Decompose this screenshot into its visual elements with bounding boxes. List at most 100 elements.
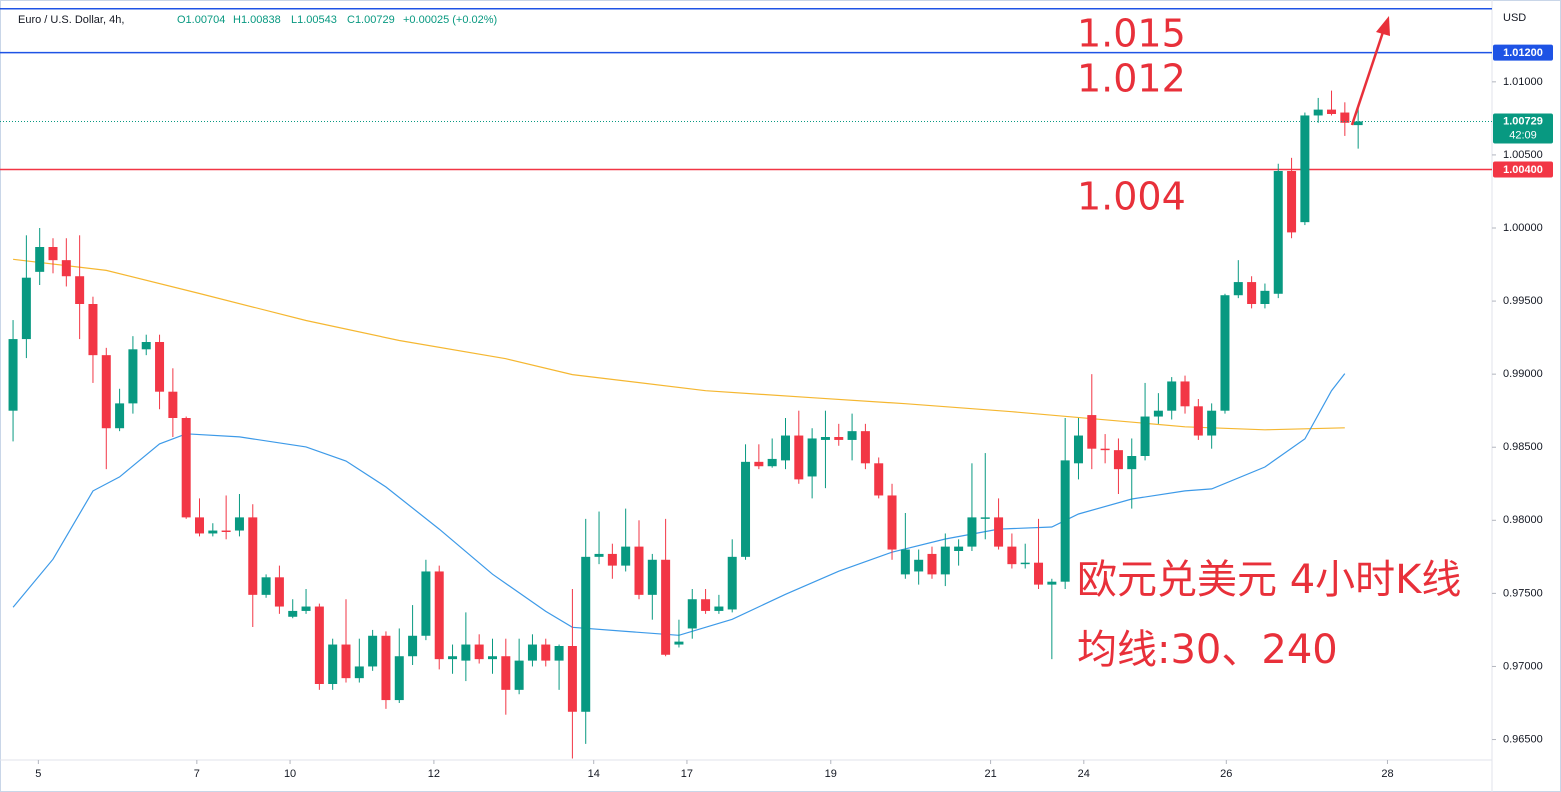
candle-body: [274, 577, 284, 607]
candle-body: [88, 304, 98, 356]
candle-body: [927, 553, 937, 575]
candle-body: [687, 599, 697, 629]
candle-body: [101, 355, 111, 429]
candle-body: [421, 571, 431, 636]
candle-body: [75, 276, 85, 304]
plot-area: [0, 8, 1492, 759]
annotation: 欧元兑美元 4小时K线: [1077, 557, 1461, 603]
ohlc-value: C1.00729: [347, 14, 395, 26]
candle-body: [21, 277, 31, 340]
candle-body: [567, 646, 577, 712]
candle-body: [354, 666, 364, 679]
candle-body: [554, 646, 564, 661]
candle-body: [727, 556, 737, 610]
ohlc-value: +0.00025 (+0.02%): [403, 14, 497, 26]
candle-body: [980, 517, 990, 519]
candle-body: [860, 431, 870, 464]
candle-body: [461, 644, 471, 661]
x-tick-label: 10: [284, 768, 296, 780]
candle-body: [341, 644, 351, 679]
candle-body: [1034, 562, 1044, 585]
candle-body: [115, 403, 125, 429]
candle-body: [887, 495, 897, 550]
candle-body: [1260, 290, 1270, 304]
candle-body: [1327, 109, 1337, 114]
candle-body: [914, 559, 924, 572]
candle-body: [820, 437, 830, 440]
candle-body: [128, 349, 138, 404]
candle-body: [1020, 562, 1030, 565]
candle-body: [940, 546, 950, 575]
candle-body: [301, 606, 311, 611]
candle-body: [1167, 381, 1177, 411]
candle-body: [234, 517, 244, 531]
candle-body: [248, 517, 258, 595]
candle-body: [780, 435, 790, 461]
candle-body: [1233, 282, 1243, 296]
candle-body: [181, 418, 191, 518]
ohlc-value: L1.00543: [291, 14, 337, 26]
y-tick-label: 0.97000: [1503, 660, 1543, 672]
candle-body: [634, 546, 644, 595]
level-label: 1.00400: [1503, 164, 1543, 176]
countdown: 42:09: [1509, 129, 1537, 141]
candle-body: [1127, 456, 1137, 470]
candle-body: [1073, 435, 1083, 464]
candle-body: [714, 606, 724, 611]
x-tick-label: 24: [1078, 768, 1090, 780]
candle-body: [954, 546, 964, 551]
candle-body: [48, 247, 58, 261]
candle-body: [1287, 171, 1297, 233]
candle-body: [754, 461, 764, 467]
annotation: 1.012: [1077, 57, 1186, 101]
candle-body: [807, 438, 817, 477]
x-tick-label: 21: [984, 768, 996, 780]
candle-body: [314, 606, 324, 684]
candle-body: [1273, 171, 1283, 294]
candle-body: [1220, 295, 1230, 411]
candle-body: [1140, 416, 1150, 456]
currency-label: USD: [1503, 12, 1526, 24]
x-tick-label: 17: [681, 768, 693, 780]
candle-body: [1353, 121, 1363, 126]
candle-body: [1100, 448, 1110, 451]
y-tick-label: 0.96500: [1503, 733, 1543, 745]
arrow-head: [1376, 16, 1390, 36]
candle-body: [1313, 109, 1323, 116]
candle-body: [581, 556, 591, 712]
level-label-box: [1493, 44, 1553, 61]
y-tick-label: 0.97500: [1503, 587, 1543, 599]
candle-body: [661, 559, 671, 655]
candle-body: [1007, 546, 1017, 565]
candle-body: [394, 656, 404, 701]
candle-body: [1060, 460, 1070, 582]
candle-body: [434, 571, 444, 660]
ohlc-value: H1.00838: [233, 14, 281, 26]
candle-body: [701, 599, 711, 611]
candle-body: [847, 431, 857, 440]
annotation: 1.015: [1077, 12, 1186, 56]
candle-body: [487, 656, 497, 660]
y-tick-label: 1.00500: [1503, 149, 1543, 161]
candle-body: [35, 247, 45, 272]
arrow-shaft: [1350, 31, 1385, 126]
x-tick-label: 14: [588, 768, 600, 780]
last-price-box: [1493, 113, 1553, 144]
candle-body: [168, 391, 178, 418]
candle-body: [874, 463, 884, 496]
y-tick-label: 0.98500: [1503, 441, 1543, 453]
candle-body: [594, 553, 604, 557]
candle-body: [1247, 282, 1257, 304]
candle-body: [900, 549, 910, 575]
candle-body: [1180, 381, 1190, 407]
candle-body: [994, 517, 1004, 547]
x-tick-label: 7: [194, 768, 200, 780]
ohlc-value: O1.00704: [177, 14, 225, 26]
candle-body: [155, 342, 165, 392]
candle-body: [1153, 410, 1163, 417]
candle-body: [408, 635, 418, 657]
annotation: 1.004: [1077, 175, 1186, 219]
candle-body: [474, 644, 484, 660]
arrow: [1350, 16, 1390, 126]
candle-body: [1113, 450, 1123, 470]
